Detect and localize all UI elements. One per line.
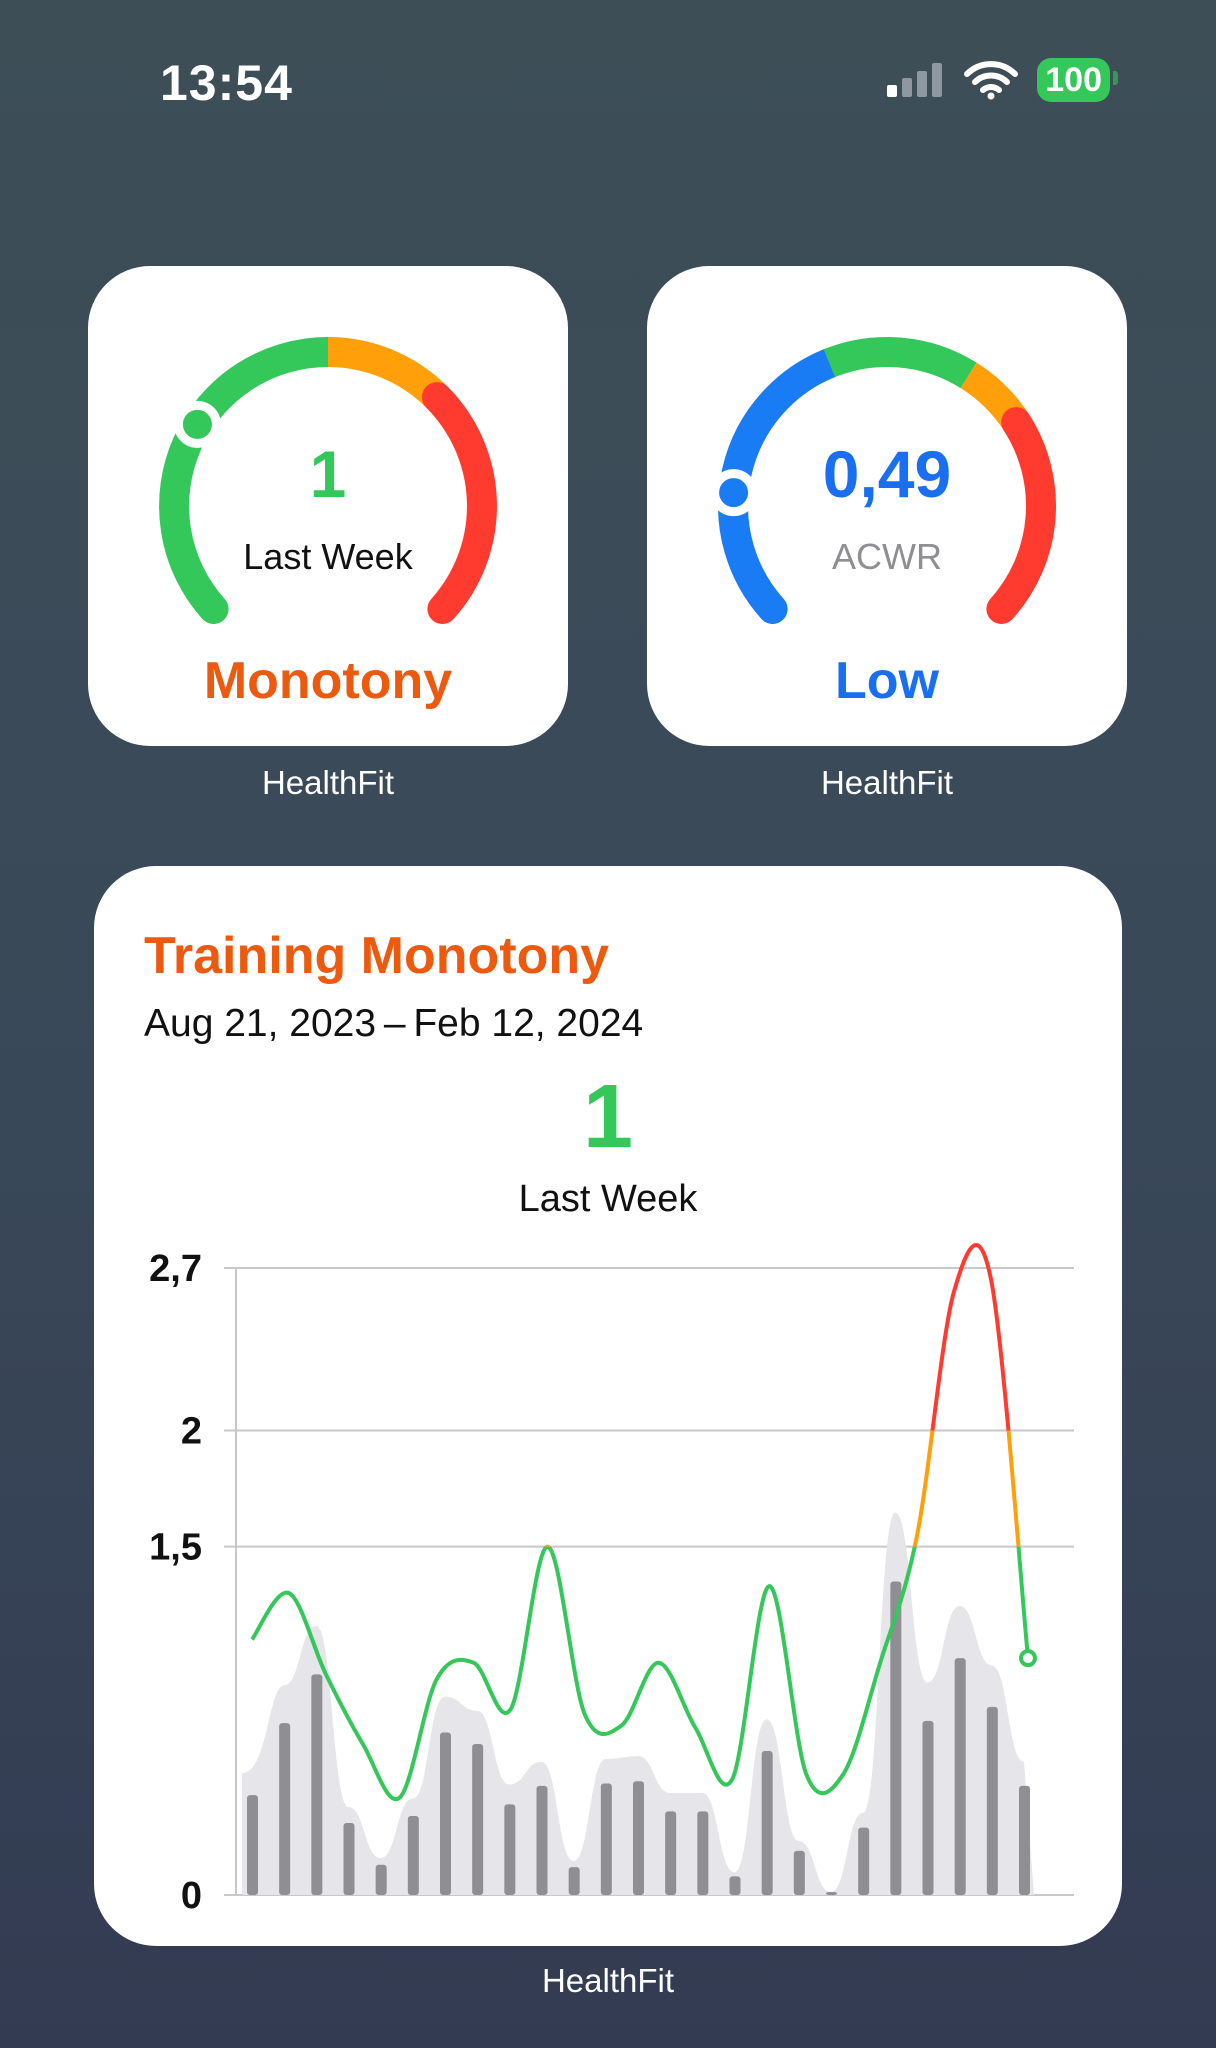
gauge-marker — [710, 469, 758, 517]
chart-bar — [407, 1816, 419, 1895]
status-icons: 100 — [885, 58, 1118, 102]
gauge-arc-segment — [823, 336, 977, 389]
chart-bar — [375, 1864, 387, 1895]
chart-bar — [697, 1811, 709, 1895]
chart-bar — [729, 1876, 741, 1895]
gauge-value: 1 — [309, 437, 347, 511]
gauge-marker — [173, 400, 221, 448]
monotony-gauge-widget[interactable]: 1 Last Week Monotony — [88, 266, 568, 746]
cellular-signal-icon — [887, 63, 943, 97]
monotony-value: 1 — [582, 1067, 634, 1167]
chart-bar — [890, 1581, 902, 1895]
chart-bar — [279, 1723, 291, 1895]
widget-caption: HealthFit — [541, 1962, 675, 1999]
chart-bar — [986, 1706, 998, 1895]
chart-bar — [247, 1795, 258, 1895]
monotony-subtitle: Last Week — [518, 1178, 698, 1220]
widget-caption: HealthFit — [820, 764, 954, 801]
y-tick-label: 2 — [181, 1411, 202, 1453]
widget-title: Training Monotony — [144, 927, 610, 985]
chart-bar — [761, 1751, 773, 1895]
wifi-icon — [964, 61, 1019, 100]
acwr-gauge-widget[interactable]: 0,49 ACWR Low — [647, 266, 1127, 746]
chart-bar — [504, 1804, 516, 1895]
gauge-subtitle: ACWR — [832, 536, 942, 577]
y-tick-label: 2,7 — [149, 1248, 202, 1290]
gauge-status: Low — [835, 652, 939, 710]
widget-caption: HealthFit — [261, 764, 395, 801]
chart-bar — [793, 1850, 805, 1895]
chart-bar — [633, 1781, 644, 1895]
y-tick-label: 1,5 — [149, 1527, 202, 1569]
chart-bar — [826, 1892, 837, 1895]
gauge-status: Monotony — [203, 652, 453, 710]
chart-bar — [311, 1674, 323, 1895]
chart-bar — [536, 1785, 548, 1895]
gauge-subtitle: Last Week — [243, 536, 413, 577]
y-tick-label: 0 — [181, 1875, 202, 1917]
chart-bar — [472, 1744, 484, 1895]
monotony-line — [544, 1430, 1021, 1547]
monotony-line — [250, 1546, 1030, 1802]
chart-bar — [1019, 1785, 1030, 1895]
gauge-arc-segment — [327, 337, 448, 408]
date-range: Aug 21, 2023 – Feb 12, 2024 — [144, 1002, 644, 1045]
chart-bar — [665, 1811, 677, 1895]
gauge-arc-segment — [421, 382, 497, 624]
gauge-arc-segment — [986, 407, 1056, 624]
acwr-gauge — [710, 336, 1056, 624]
chart-bar — [600, 1783, 612, 1895]
chart-bar — [858, 1827, 870, 1895]
gauge-value: 0,49 — [822, 437, 952, 511]
chart-bar — [922, 1720, 934, 1895]
chart-bar — [440, 1732, 451, 1895]
chart-bar — [343, 1823, 355, 1895]
status-time: 13:54 — [160, 55, 293, 111]
chart-bar — [568, 1867, 580, 1895]
status-bar: 13:54 100 — [0, 0, 1216, 170]
chart-bar — [954, 1658, 966, 1895]
training-monotony-widget[interactable]: Training Monotony Aug 21, 2023 – Feb 12,… — [94, 866, 1122, 1946]
monotony-chart: 2,7 2 1,5 0 — [149, 1243, 1074, 1917]
monotony-gauge — [159, 337, 497, 624]
line-end-point — [1019, 1649, 1037, 1668]
battery-indicator: 100 — [1037, 58, 1118, 102]
